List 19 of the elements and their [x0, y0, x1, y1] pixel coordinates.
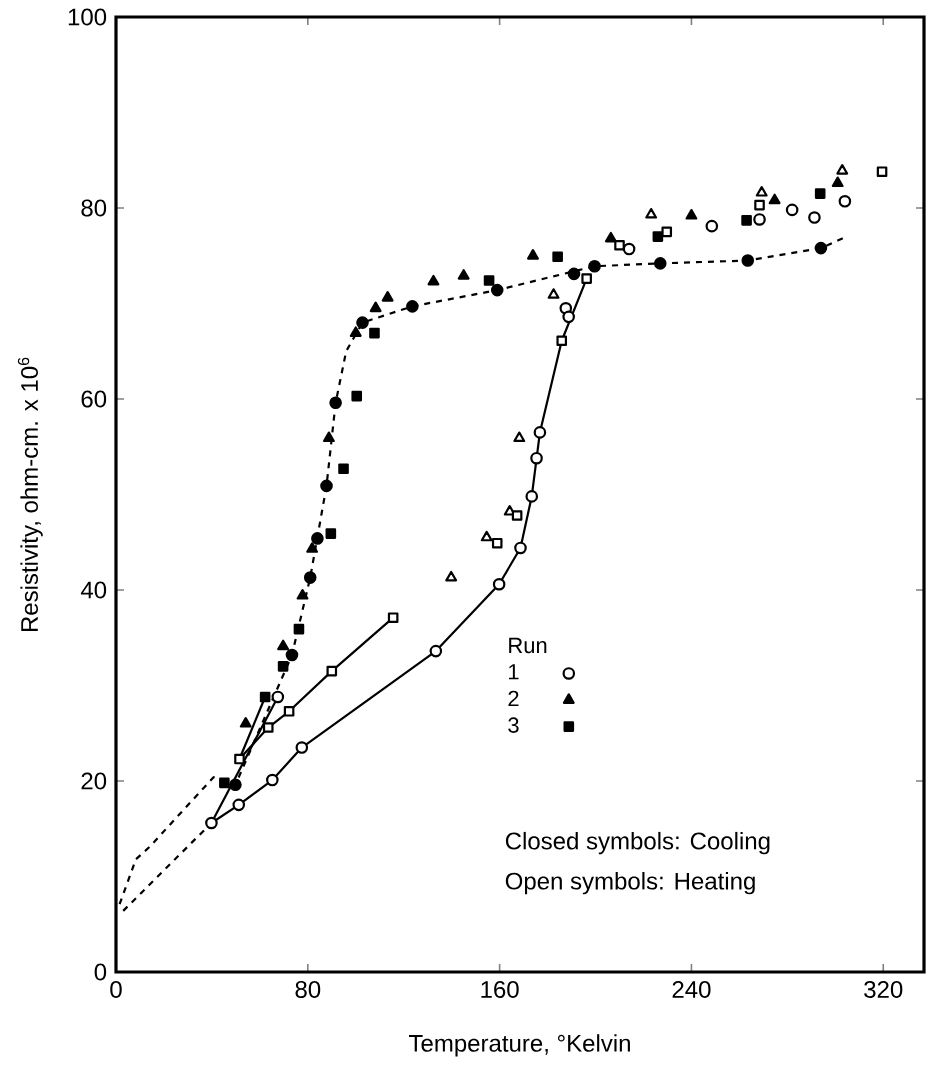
legend-title: Run: [509, 637, 547, 654]
x-tick-label: 320: [864, 980, 903, 998]
annotation: Closed symbols: Cooling: [505, 831, 770, 855]
y-tick-label: 100: [68, 8, 107, 26]
annotation: Open symbols: Heating: [505, 872, 755, 895]
y-tick-label: 20: [81, 772, 107, 790]
x-tick-label: 80: [295, 980, 321, 998]
y-tick-label: 80: [81, 199, 107, 217]
x-tick-label: 240: [672, 980, 711, 998]
legend-label: 1: [509, 664, 519, 680]
y-tick-label: 0: [94, 963, 107, 981]
x-tick-label: 0: [110, 980, 122, 998]
y-tick-label: 60: [81, 390, 107, 408]
y-axis-title: Resistivity, ohm-cm. x 10$^{6}$: [17, 357, 43, 632]
x-axis-title: Temperature, °Kelvin: [409, 1034, 630, 1057]
y-tick-label: 40: [80, 581, 107, 599]
legend-label: 2: [508, 690, 519, 707]
legend-label: 3: [508, 717, 519, 733]
x-tick-label: 160: [481, 980, 519, 998]
